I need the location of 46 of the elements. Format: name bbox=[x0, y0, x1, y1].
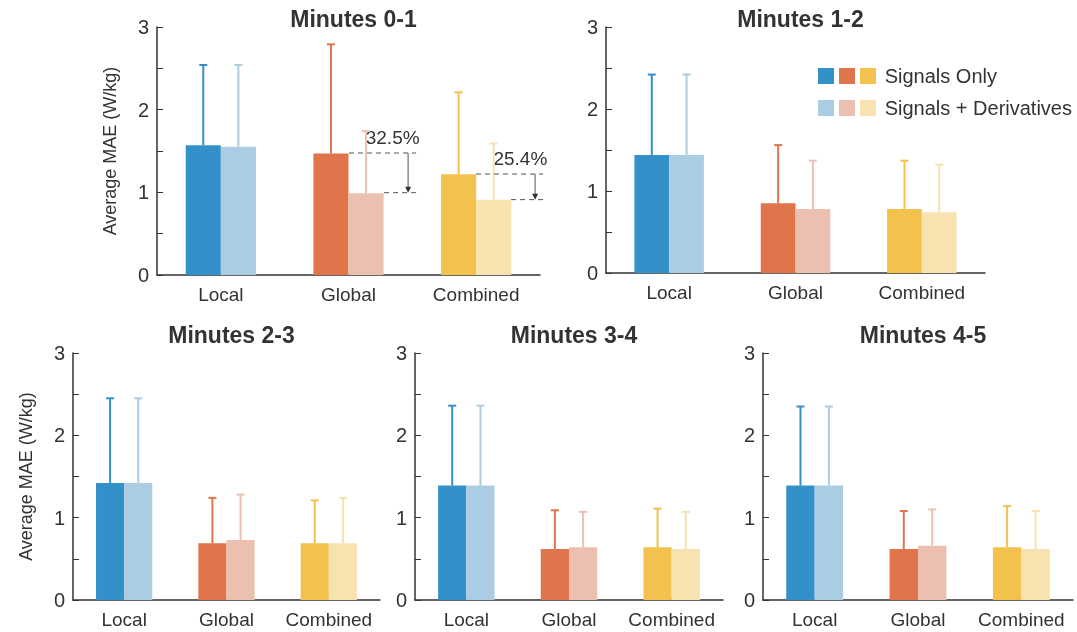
x-tick-label: Global bbox=[890, 609, 946, 630]
x-tick-label: Combined bbox=[285, 609, 373, 630]
y-tick-label: 3 bbox=[395, 342, 407, 364]
x-tick-label: Global bbox=[541, 609, 597, 630]
y-tick-label: 3 bbox=[586, 16, 598, 38]
chart-title: Minutes 0-1 bbox=[290, 5, 417, 32]
y-tick-label: 2 bbox=[53, 424, 65, 447]
y-tick-label: 2 bbox=[395, 424, 407, 447]
x-tick-label: Combined bbox=[878, 282, 966, 303]
y-tick-label: 1 bbox=[137, 181, 149, 204]
x-tick-label: Global bbox=[321, 284, 376, 305]
x-tick-label: Local bbox=[791, 609, 838, 630]
y-tick-label: 0 bbox=[53, 589, 65, 611]
y-tick-label: 0 bbox=[743, 589, 755, 611]
annotation: 25.4% bbox=[493, 148, 548, 170]
y-tick-label: 1 bbox=[53, 506, 65, 529]
annotation: 32.5% bbox=[365, 127, 420, 149]
y-tick-label: 2 bbox=[586, 98, 598, 120]
x-tick-label: Local bbox=[443, 609, 490, 630]
y-tick-label: 0 bbox=[395, 589, 407, 611]
y-axis-title: Average MAE (W/kg) bbox=[16, 392, 36, 561]
y-tick-label: 2 bbox=[743, 424, 755, 447]
y-tick-label: 3 bbox=[137, 16, 149, 38]
y-tick-label: 1 bbox=[743, 506, 755, 529]
y-tick-label: 1 bbox=[586, 180, 598, 202]
y-tick-label: 2 bbox=[137, 98, 149, 121]
y-axis-title: Average MAE (W/kg) bbox=[100, 66, 120, 236]
chart-title: Minutes 2-3 bbox=[168, 321, 295, 348]
x-tick-label: Combined bbox=[978, 609, 1065, 630]
x-tick-label: Global bbox=[199, 609, 254, 630]
y-tick-label: 3 bbox=[53, 342, 65, 364]
legend-label: Signals Only bbox=[884, 64, 997, 88]
y-tick-label: 1 bbox=[395, 506, 407, 529]
legend-label: Signals + Derivatives bbox=[884, 96, 1072, 120]
x-tick-label: Local bbox=[198, 284, 244, 305]
chart-title: Minutes 3-4 bbox=[510, 321, 638, 348]
x-tick-label: Global bbox=[768, 282, 823, 303]
x-tick-label: Combined bbox=[628, 609, 715, 630]
chart-title: Minutes 1-2 bbox=[737, 5, 864, 32]
x-tick-label: Combined bbox=[432, 284, 520, 305]
y-tick-label: 3 bbox=[743, 342, 755, 364]
x-tick-label: Local bbox=[646, 282, 692, 303]
chart-title: Minutes 4-5 bbox=[859, 321, 987, 348]
x-tick-label: Local bbox=[101, 609, 147, 630]
y-tick-label: 0 bbox=[137, 264, 149, 286]
y-tick-label: 0 bbox=[586, 262, 598, 284]
